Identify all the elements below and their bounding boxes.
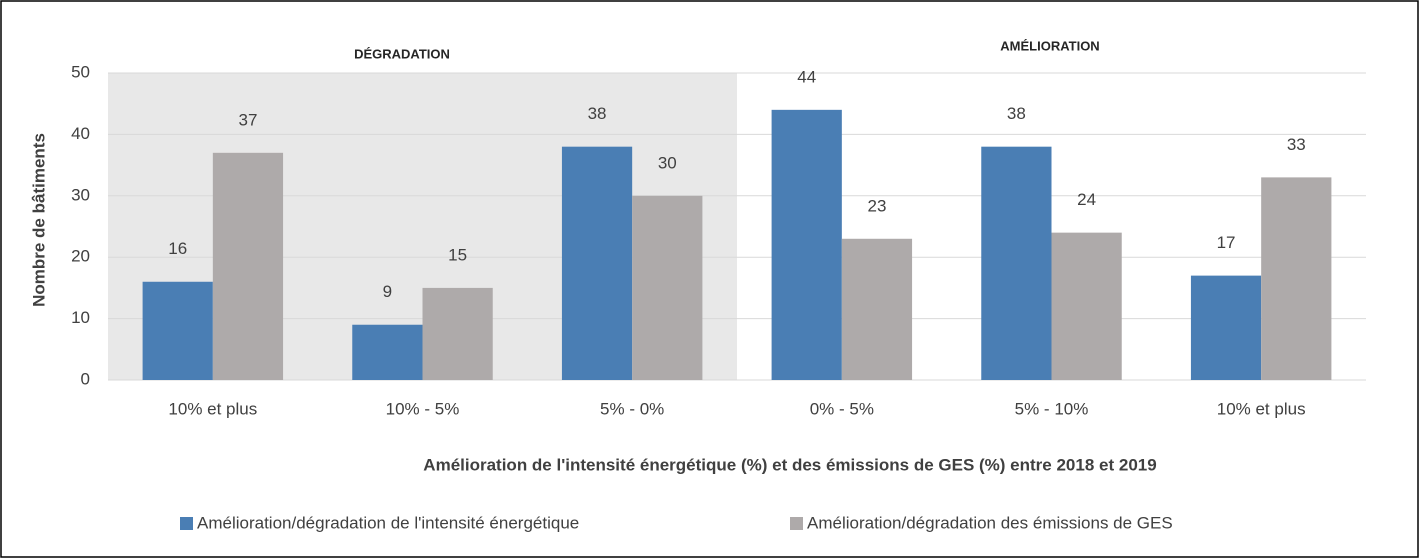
bar [841, 238, 913, 380]
bar [422, 287, 493, 380]
bar [1051, 232, 1122, 380]
data-label: 38 [588, 104, 607, 123]
x-axis-title: Amélioration de l'intensité énergétique … [423, 455, 1156, 474]
annotation: DÉGRADATION [354, 46, 450, 61]
annotation: AMÉLIORATION [1000, 38, 1099, 53]
data-label: 16 [168, 239, 187, 258]
data-label: 23 [867, 196, 886, 215]
x-tick-label: 5% - 10% [1015, 399, 1089, 418]
x-tick-label: 10% et plus [1217, 399, 1306, 418]
bar [142, 281, 213, 380]
legend-label: Amélioration/dégradation des émissions d… [807, 513, 1173, 532]
data-label: 37 [238, 110, 257, 129]
bar [1261, 177, 1332, 380]
y-tick-label: 40 [71, 124, 90, 143]
bar [352, 324, 423, 380]
data-label: 9 [383, 282, 392, 301]
x-tick-label: 10% - 5% [386, 399, 460, 418]
data-label: 30 [658, 153, 677, 172]
legend-swatch [790, 517, 803, 530]
data-label: 44 [797, 67, 816, 86]
y-tick-label: 0 [81, 369, 90, 388]
data-label: 24 [1077, 190, 1096, 209]
x-tick-label: 10% et plus [168, 399, 257, 418]
bar [981, 146, 1052, 380]
data-label: 38 [1007, 104, 1026, 123]
y-tick-label: 10 [71, 308, 90, 327]
legend-swatch [180, 517, 193, 530]
data-label: 33 [1287, 135, 1306, 154]
legend-label: Amélioration/dégradation de l'intensité … [197, 513, 579, 532]
y-axis-title: Nombre de bâtiments [29, 133, 48, 307]
x-tick-label: 5% - 0% [600, 399, 664, 418]
bar [632, 195, 703, 380]
bar [561, 146, 633, 380]
bar [1190, 275, 1262, 380]
data-label: 17 [1217, 233, 1236, 252]
x-tick-label: 0% - 5% [810, 399, 874, 418]
data-label: 15 [448, 245, 467, 264]
y-tick-label: 30 [71, 185, 90, 204]
y-tick-label: 20 [71, 247, 90, 266]
bar [212, 152, 284, 380]
y-tick-label: 50 [71, 62, 90, 81]
bar [771, 109, 842, 380]
